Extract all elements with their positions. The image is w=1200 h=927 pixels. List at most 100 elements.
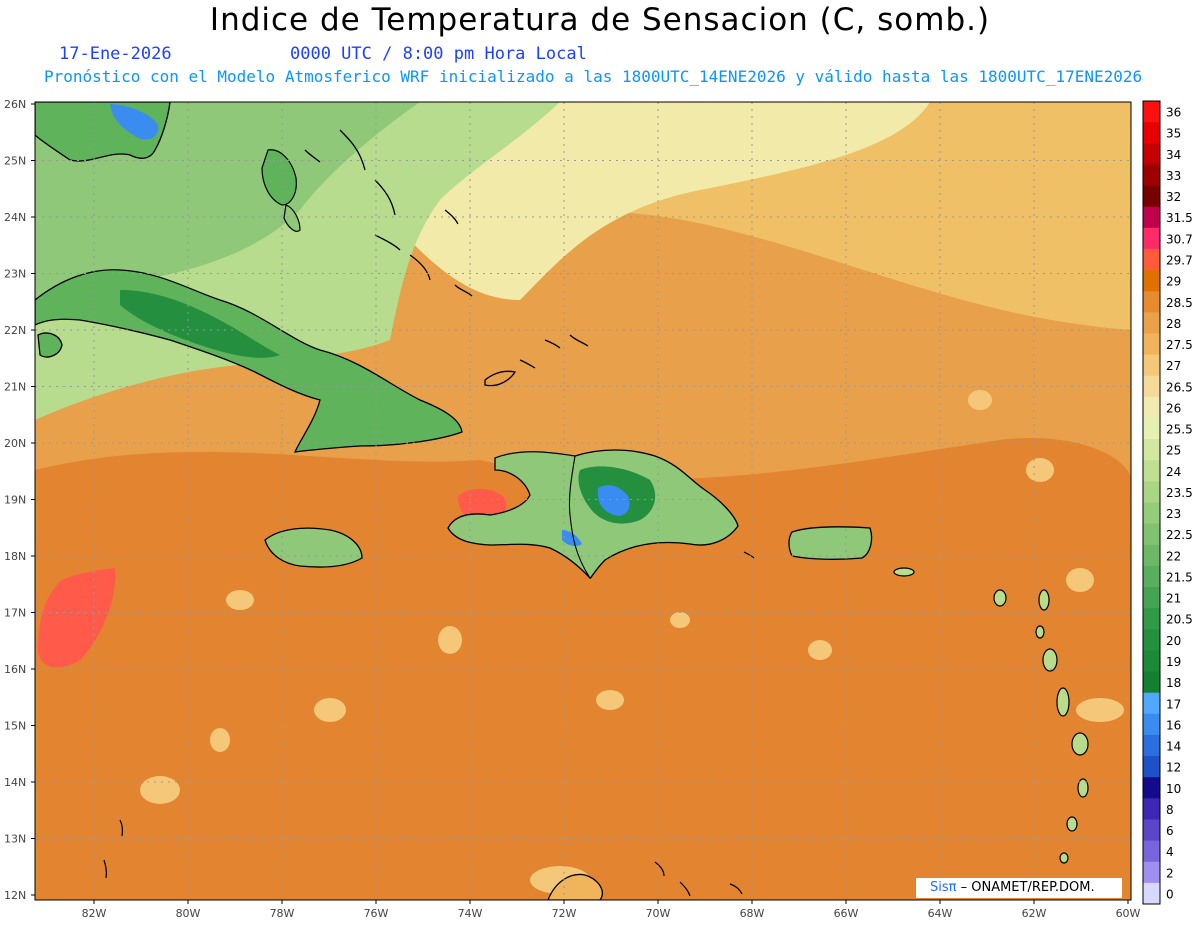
hispaniola	[447, 449, 739, 579]
credit-brand: Sisπ	[930, 880, 957, 895]
colorbar-label: 32	[1166, 190, 1181, 204]
colorbar-label: 23.5	[1166, 486, 1193, 500]
lat-tick-label: 26N	[4, 98, 26, 111]
colorbar-swatch	[1143, 460, 1160, 482]
colorbar-label: 10	[1166, 782, 1181, 796]
lat-tick-label: 22N	[4, 324, 26, 337]
colorbar-swatch	[1143, 840, 1160, 863]
lon-tick-label: 74W	[458, 907, 483, 920]
colorbar-swatch	[1143, 502, 1160, 525]
hispaniola-cold	[598, 485, 630, 516]
lon-tick-label: 78W	[270, 907, 295, 920]
puerto-rico	[788, 526, 873, 560]
lon-tick-label: 70W	[646, 907, 671, 920]
colorbar-swatch	[1143, 671, 1160, 694]
colorbar-swatch	[1143, 206, 1160, 229]
colorbar-swatch	[1143, 629, 1160, 651]
time-label: 0000 UTC / 8:00 pm Hora Local	[290, 44, 587, 64]
colorbar-swatch	[1143, 185, 1160, 208]
lat-tick-label: 19N	[4, 494, 26, 507]
lat-tick-label: 23N	[4, 268, 26, 281]
lat-tick-label: 13N	[4, 833, 26, 846]
small-islands	[103, 551, 755, 897]
colorbar-swatch	[1143, 439, 1160, 461]
colorbar-label: 2	[1166, 866, 1174, 880]
colorbar-swatch	[1143, 692, 1160, 715]
colorbar-swatch	[1143, 587, 1160, 609]
map-area	[35, 102, 1131, 900]
lon-tick-label: 76W	[364, 907, 389, 920]
lat-tick-label: 12N	[4, 889, 26, 902]
colorbar-swatch	[1143, 333, 1160, 356]
cuba-dark	[120, 290, 280, 358]
colorbar-swatch	[1143, 396, 1160, 419]
colorbar-label: 27	[1166, 359, 1181, 373]
hispaniola-cold-2	[562, 530, 582, 547]
colorbar-swatch	[1143, 227, 1160, 250]
lon-tick-label: 68W	[740, 907, 765, 920]
colorbar-swatch	[1143, 248, 1160, 271]
colorbar-swatch	[1143, 861, 1160, 884]
lon-tick-label: 64W	[928, 907, 953, 920]
colorbar-label: 14	[1166, 740, 1181, 754]
colorbar-swatch	[1143, 354, 1160, 377]
colorbar-label: 25	[1166, 444, 1181, 458]
lat-tick-label: 15N	[4, 720, 26, 733]
colorbar-label: 26.5	[1166, 380, 1193, 394]
lat-tick-label: 20N	[4, 437, 26, 450]
lat-tick-label: 18N	[4, 550, 26, 563]
colorbar-label: 35	[1166, 127, 1181, 141]
map-frame	[34, 101, 1132, 901]
colorbar-swatch	[1143, 312, 1160, 334]
colorbar-swatch	[1143, 608, 1160, 630]
lat-tick-label: 25N	[4, 155, 26, 168]
lon-tick-label: 66W	[834, 907, 859, 920]
colorbar-swatch	[1143, 819, 1160, 842]
lat-tick-label: 24N	[4, 211, 26, 224]
colorbar-label: 31.5	[1166, 211, 1193, 225]
colorbar-swatch	[1143, 882, 1160, 905]
longitude-axis: 82W 80W 78W 76W 74W 72W 70W 68W 66W 64W 62W 60W	[82, 900, 1141, 920]
andros-south	[283, 204, 301, 232]
colorbar-label: 27.5	[1166, 338, 1193, 352]
colorbar-label: 0	[1166, 887, 1174, 901]
colorbar-label: 25.5	[1166, 423, 1193, 437]
jamaica	[264, 527, 363, 568]
andros	[261, 149, 297, 206]
florida-cold	[110, 104, 159, 140]
colorbar-label: 18	[1166, 676, 1181, 690]
colorbar-swatch	[1143, 713, 1160, 736]
colorbar-swatch	[1143, 777, 1160, 799]
colorbar-label: 8	[1166, 803, 1174, 817]
colorbar-swatch	[1143, 481, 1160, 503]
colorbar-label: 23	[1166, 507, 1181, 521]
colorbar-label: 22	[1166, 549, 1181, 563]
light-spots	[140, 390, 1124, 894]
latitude-axis: 26N 25N 24N 23N 22N 21N 20N 19N 18N 17N 16N 15N 14N 1…	[4, 98, 35, 902]
colorbar-label: 33	[1166, 169, 1181, 183]
colorbar-label: 20.5	[1166, 613, 1193, 627]
lat-tick-label: 17N	[4, 607, 26, 620]
colorbar-swatch	[1143, 101, 1160, 123]
colorbar-label: 28.5	[1166, 296, 1193, 310]
lon-tick-label: 80W	[176, 907, 201, 920]
colorbar-swatch	[1143, 122, 1160, 144]
haiti-dr-border	[568, 455, 591, 579]
date-label: 17-Ene-2026	[59, 44, 172, 64]
grid	[35, 102, 1131, 900]
colorbar-label: 17	[1166, 697, 1181, 711]
credit-box: Sisπ – ONAMET/REP.DOM.	[916, 878, 1122, 898]
colorbar-label: 22.5	[1166, 528, 1193, 542]
colorbar: 363534333231.530.729.72928.52827.52726.5…	[1142, 100, 1193, 905]
lat-tick-label: 16N	[4, 663, 26, 676]
colorbar-label: 6	[1166, 824, 1174, 838]
lon-tick-label: 60W	[1116, 907, 1141, 920]
colorbar-label: 28	[1166, 317, 1181, 331]
bahamas-islands	[304, 129, 589, 387]
colorbar-label: 29.7	[1166, 253, 1193, 267]
colorbar-swatch	[1143, 565, 1160, 588]
colorbar-swatch	[1143, 544, 1160, 567]
forecast-info: Pronóstico con el Modelo Atmosferico WRF…	[44, 67, 1143, 86]
colorbar-label: 12	[1166, 761, 1181, 775]
